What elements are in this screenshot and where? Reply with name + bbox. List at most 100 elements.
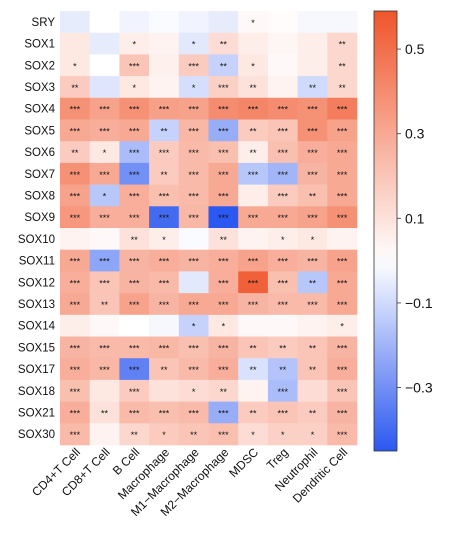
heatmap-cell — [327, 314, 358, 337]
significance-mark: *** — [159, 343, 170, 353]
significance-mark: * — [132, 40, 136, 50]
heatmap-cell — [149, 184, 180, 207]
significance-mark: *** — [277, 257, 288, 267]
heatmap-cell — [178, 293, 209, 316]
heatmap-cell — [208, 11, 239, 33]
heatmap-cell — [89, 184, 120, 207]
row-label: SOX17 — [18, 364, 55, 376]
heatmap-cell — [60, 228, 90, 250]
heatmap-cell — [178, 206, 209, 229]
heatmap-cell — [297, 271, 328, 294]
significance-mark: ** — [339, 40, 347, 50]
row-label: SOX9 — [24, 212, 55, 224]
significance-mark: *** — [307, 213, 318, 223]
heatmap-cell — [119, 358, 150, 381]
heatmap-cell — [238, 141, 269, 164]
heatmap-cell — [267, 206, 298, 229]
significance-mark: * — [251, 430, 255, 440]
heatmap-cell — [267, 336, 298, 359]
heatmap-cell — [119, 379, 150, 402]
significance-mark: *** — [129, 170, 140, 180]
heatmap-cell — [297, 336, 328, 359]
heatmap-cell — [208, 423, 239, 446]
heatmap-cell — [327, 423, 358, 446]
heatmap-cell — [297, 423, 328, 446]
heatmap-cell — [89, 401, 120, 424]
heatmap-cell — [267, 293, 298, 316]
significance-mark: *** — [248, 170, 259, 180]
significance-mark: ** — [220, 235, 228, 245]
heatmap-cell — [178, 314, 209, 337]
heatmap-cell — [208, 314, 239, 337]
heatmap-cell — [327, 228, 358, 250]
heatmap-cell — [208, 184, 239, 207]
heatmap-cell — [238, 97, 269, 120]
row-label: SRY — [32, 17, 56, 29]
heatmap-cell — [178, 401, 209, 424]
row-label: SOX10 — [18, 234, 55, 246]
significance-mark: *** — [277, 170, 288, 180]
significance-mark: *** — [218, 213, 229, 223]
significance-mark: * — [162, 430, 166, 440]
heatmap-cells — [60, 11, 358, 446]
significance-mark: *** — [70, 408, 81, 418]
significance-mark: ** — [220, 40, 228, 50]
heatmap-cell — [178, 271, 209, 294]
significance-mark: ** — [339, 83, 347, 93]
significance-mark: *** — [70, 300, 81, 310]
significance-mark: ** — [309, 408, 317, 418]
significance-mark: *** — [218, 105, 229, 115]
significance-mark: ** — [339, 61, 347, 71]
heatmap-cell — [119, 249, 150, 272]
significance-mark: *** — [99, 170, 110, 180]
heatmap-cell — [208, 54, 239, 77]
significance-mark: *** — [159, 278, 170, 288]
significance-mark: ** — [279, 343, 287, 353]
heatmap-cell — [119, 141, 150, 164]
row-label: SOX15 — [18, 342, 55, 354]
heatmap-cell — [89, 271, 120, 294]
significance-mark: *** — [129, 61, 140, 71]
significance-mark: * — [192, 83, 196, 93]
significance-mark: ** — [220, 61, 228, 71]
significance-mark: *** — [248, 213, 259, 223]
heatmap-cell — [149, 32, 180, 55]
heatmap-cell — [60, 293, 90, 316]
heatmap-cell — [208, 162, 239, 185]
heatmap-cell — [60, 184, 90, 207]
heatmap-cell — [267, 11, 298, 33]
heatmap-cell — [267, 423, 298, 446]
heatmap-cell — [327, 379, 358, 402]
heatmap-cell — [89, 162, 120, 185]
heatmap-cell — [238, 228, 269, 250]
significance-mark: *** — [188, 408, 199, 418]
significance-mark: *** — [188, 191, 199, 201]
heatmap-cell — [89, 11, 120, 33]
heatmap-cell — [119, 162, 150, 185]
significance-mark: ** — [160, 126, 168, 136]
heatmap-cell — [327, 206, 358, 229]
significance-mark: ** — [250, 365, 258, 375]
significance-mark: *** — [218, 83, 229, 93]
heatmap-cell — [149, 228, 180, 250]
significance-mark: *** — [337, 191, 348, 201]
colorbar-tick-label: −0.3 — [405, 380, 433, 396]
significance-mark: *** — [337, 300, 348, 310]
heatmap-cell — [119, 401, 150, 424]
heatmap-cell — [267, 228, 298, 250]
heatmap-cell — [178, 54, 209, 77]
heatmap-cell — [327, 358, 358, 381]
heatmap-cell — [297, 249, 328, 272]
significance-mark: ** — [71, 148, 79, 158]
significance-mark: *** — [337, 126, 348, 136]
heatmap-cell — [208, 97, 239, 120]
significance-mark: ** — [250, 148, 258, 158]
heatmap-cell — [60, 314, 90, 337]
heatmap-cell — [267, 141, 298, 164]
row-label: SOX11 — [19, 256, 55, 268]
significance-mark: *** — [188, 257, 199, 267]
heatmap-cell — [149, 358, 180, 381]
significance-mark: *** — [70, 430, 81, 440]
heatmap-cell — [149, 141, 180, 164]
heatmap-cell — [327, 141, 358, 164]
